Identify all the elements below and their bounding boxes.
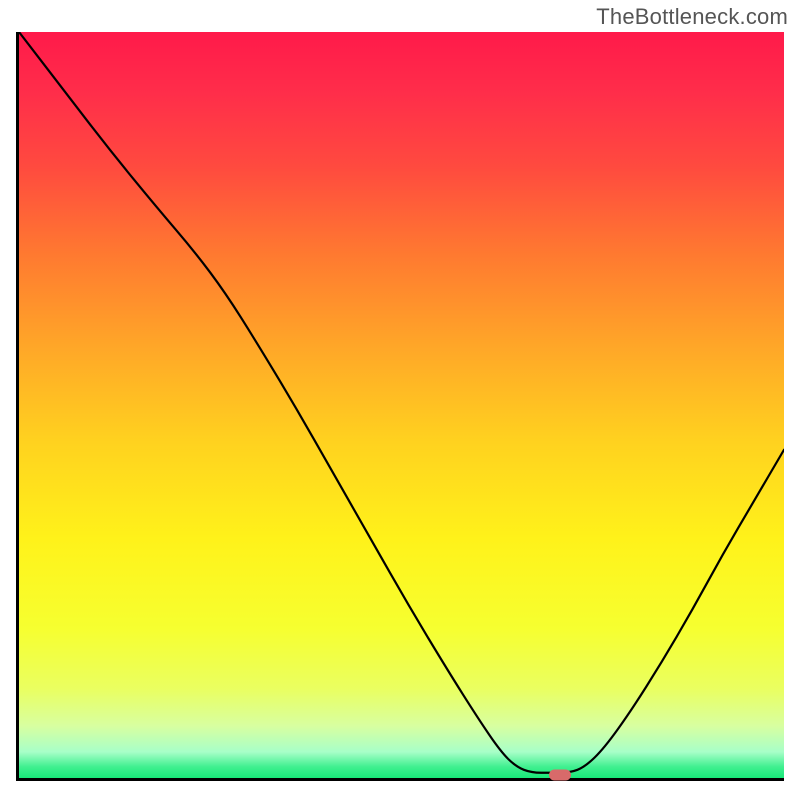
optimum-marker [549, 770, 571, 781]
plot-area [16, 32, 784, 781]
watermark-text: TheBottleneck.com [596, 4, 788, 30]
plot-background-gradient [19, 32, 784, 778]
chart-container: TheBottleneck.com [0, 0, 800, 800]
bottleneck-curve [19, 32, 784, 773]
curve-layer [19, 32, 784, 778]
